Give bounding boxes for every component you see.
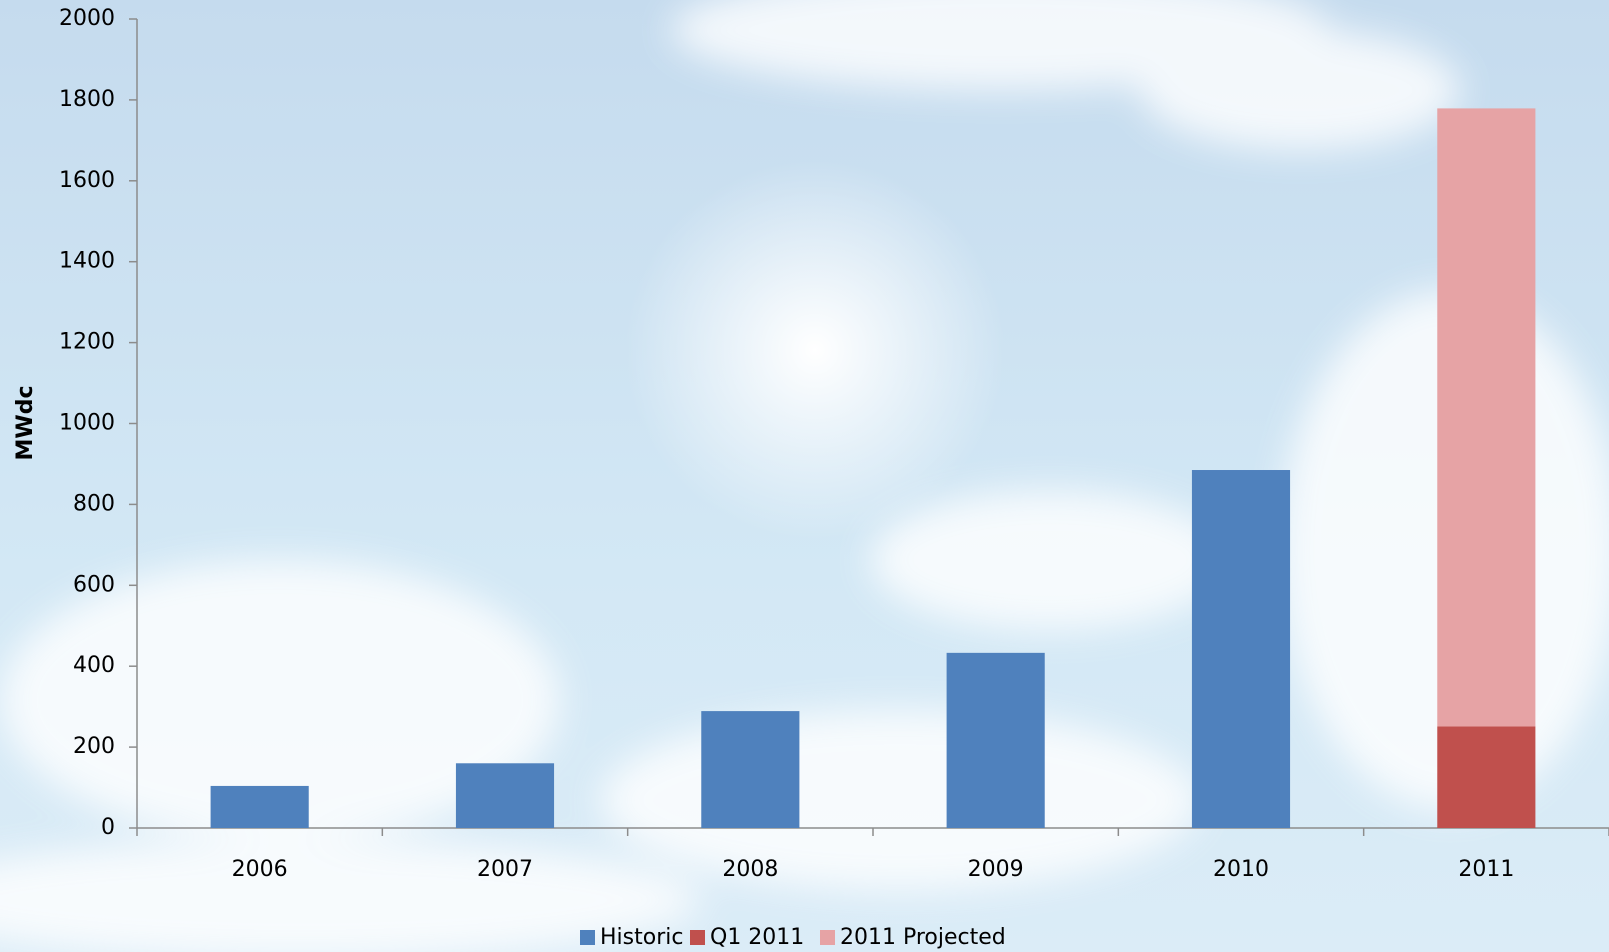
y-tick-label: 1400	[59, 249, 115, 274]
y-tick-label: 2000	[59, 6, 115, 31]
legend-label: 2011 Projected	[840, 925, 1006, 950]
y-axis-label: MWdc	[13, 386, 38, 461]
y-tick-label: 1600	[59, 168, 115, 193]
y-tick-label: 200	[73, 734, 115, 759]
x-tick-label: 2007	[477, 857, 533, 882]
legend-swatch	[580, 930, 595, 945]
y-tick-label: 1200	[59, 330, 115, 355]
x-tick-label: 2010	[1213, 857, 1269, 882]
y-tick-label: 1800	[59, 87, 115, 112]
legend-label: Q1 2011	[710, 925, 804, 950]
bar	[946, 652, 1045, 828]
y-tick-label: 400	[73, 653, 115, 678]
bar	[1191, 470, 1291, 828]
sun	[625, 160, 1005, 540]
bar	[1437, 726, 1536, 828]
y-tick-label: 1000	[59, 411, 115, 436]
legend-swatch	[690, 930, 705, 945]
y-tick-label: 600	[73, 572, 115, 597]
y-tick-label: 0	[101, 815, 115, 840]
bar	[455, 763, 555, 828]
x-tick-label: 2011	[1458, 857, 1514, 882]
legend-label: Historic	[600, 925, 683, 950]
bar	[210, 785, 309, 828]
bar	[701, 711, 800, 828]
legend-swatch	[820, 930, 835, 945]
bar	[1437, 108, 1536, 727]
x-tick-label: 2006	[232, 857, 288, 882]
y-tick-label: 800	[73, 491, 115, 516]
x-tick-label: 2009	[968, 857, 1024, 882]
x-tick-label: 2008	[722, 857, 778, 882]
